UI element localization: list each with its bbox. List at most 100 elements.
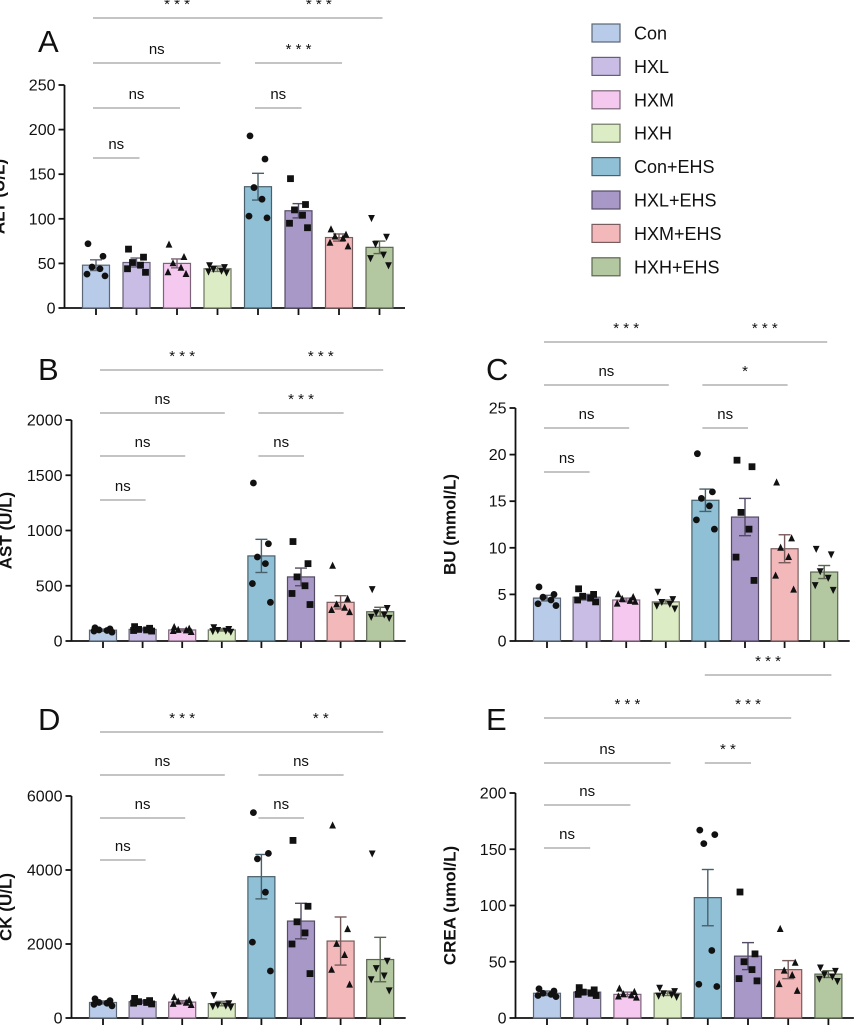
y-tick-label: 1500 [27,468,63,485]
panel-c: C 0 5 10 15 20 25 BU (mmol/L) ns ns ns * * * ns * * * … [441,320,850,651]
data-point [222,1002,230,1010]
data-point [227,628,235,636]
bar [247,555,276,642]
y-tick-label: 100 [480,898,507,915]
data-point [130,627,137,634]
data-point [631,597,639,605]
panel-letter: B [38,352,59,387]
data-point [620,990,627,998]
y-tick-label: 20 [489,447,507,464]
data-point [654,588,662,596]
data-point [245,212,253,220]
data-point [129,259,136,266]
significance-label: ns [154,753,170,770]
data-point [131,994,138,1002]
data-point [84,240,92,248]
data-point [698,495,705,502]
data-point [293,573,301,581]
data-point [250,184,258,191]
y-tick-label: 2000 [27,413,63,430]
y-tick-label: 0 [54,634,63,651]
data-point [713,983,721,990]
data-point [631,987,638,996]
significance-label: ns [273,796,289,813]
y-axis-label: CK (U/L) [0,873,16,941]
significance-label: * * * [169,348,195,365]
bar [691,499,720,642]
significance-label: * * * [755,653,781,670]
legend-item: HXL+EHS [591,190,717,211]
data-point [592,992,600,999]
data-point [383,604,391,613]
legend-item: HXH [591,123,672,144]
data-point [227,1004,235,1012]
legend-label: Con+EHS [634,157,715,177]
data-point [834,977,841,986]
y-tick-label: 4000 [27,863,63,880]
data-point [693,516,700,524]
data-point [748,463,756,471]
data-point [301,582,309,590]
significance-label: * * * [164,0,190,13]
data-point [816,568,824,576]
data-point [711,525,718,533]
data-point [695,980,703,988]
data-point [368,586,376,594]
data-point [592,598,599,606]
data-point [124,265,131,273]
data-point [209,1003,217,1011]
bar [770,548,799,642]
data-point [344,594,351,602]
data-point [164,268,172,276]
legend-swatch [591,157,621,177]
significance-label: ns [129,86,145,103]
legend-swatch [591,56,621,77]
significance-label: * * [313,710,329,727]
data-point [534,600,542,608]
data-point [210,992,218,1000]
data-point [708,947,716,954]
data-point [177,263,185,271]
data-point [658,598,666,607]
data-point [552,602,560,609]
panel-b: B 0 500 1000 1500 2000 AST (U/L) ns ns ns * * * ns *… [0,348,406,651]
data-point [169,626,177,634]
y-tick-label: 150 [480,842,507,859]
significance-label: ns [154,391,170,408]
y-tick-label: 150 [29,167,56,184]
data-point [182,626,190,634]
data-point [333,600,340,608]
data-point [535,583,543,591]
legend-item: Con+EHS [591,157,715,177]
data-point [101,272,109,280]
data-point [169,259,177,267]
data-point [249,938,256,946]
data-point [751,950,759,958]
data-point [367,976,375,984]
data-point [302,201,309,208]
data-point [380,611,388,619]
data-point [383,233,390,241]
data-point [143,999,150,1006]
y-tick-label: 500 [36,578,63,595]
data-point [267,967,274,975]
significance-label: ns [717,406,733,423]
significance-label: ns [579,406,595,423]
data-point [575,585,582,593]
data-point [590,591,597,598]
y-tick-label: 0 [498,1011,507,1028]
data-point [811,582,819,590]
data-point [339,234,347,242]
data-point [368,850,376,858]
data-point [225,1000,233,1008]
data-point [174,625,182,633]
data-point [210,624,218,632]
data-point [165,240,173,248]
significance-label: ns [559,450,575,467]
panel-d: D 0 2000 4000 6000 CK (U/L) ns ns ns * * * ns ns * * [0,702,406,1028]
data-point [773,478,780,486]
data-point [772,571,779,579]
data-point [616,984,623,992]
